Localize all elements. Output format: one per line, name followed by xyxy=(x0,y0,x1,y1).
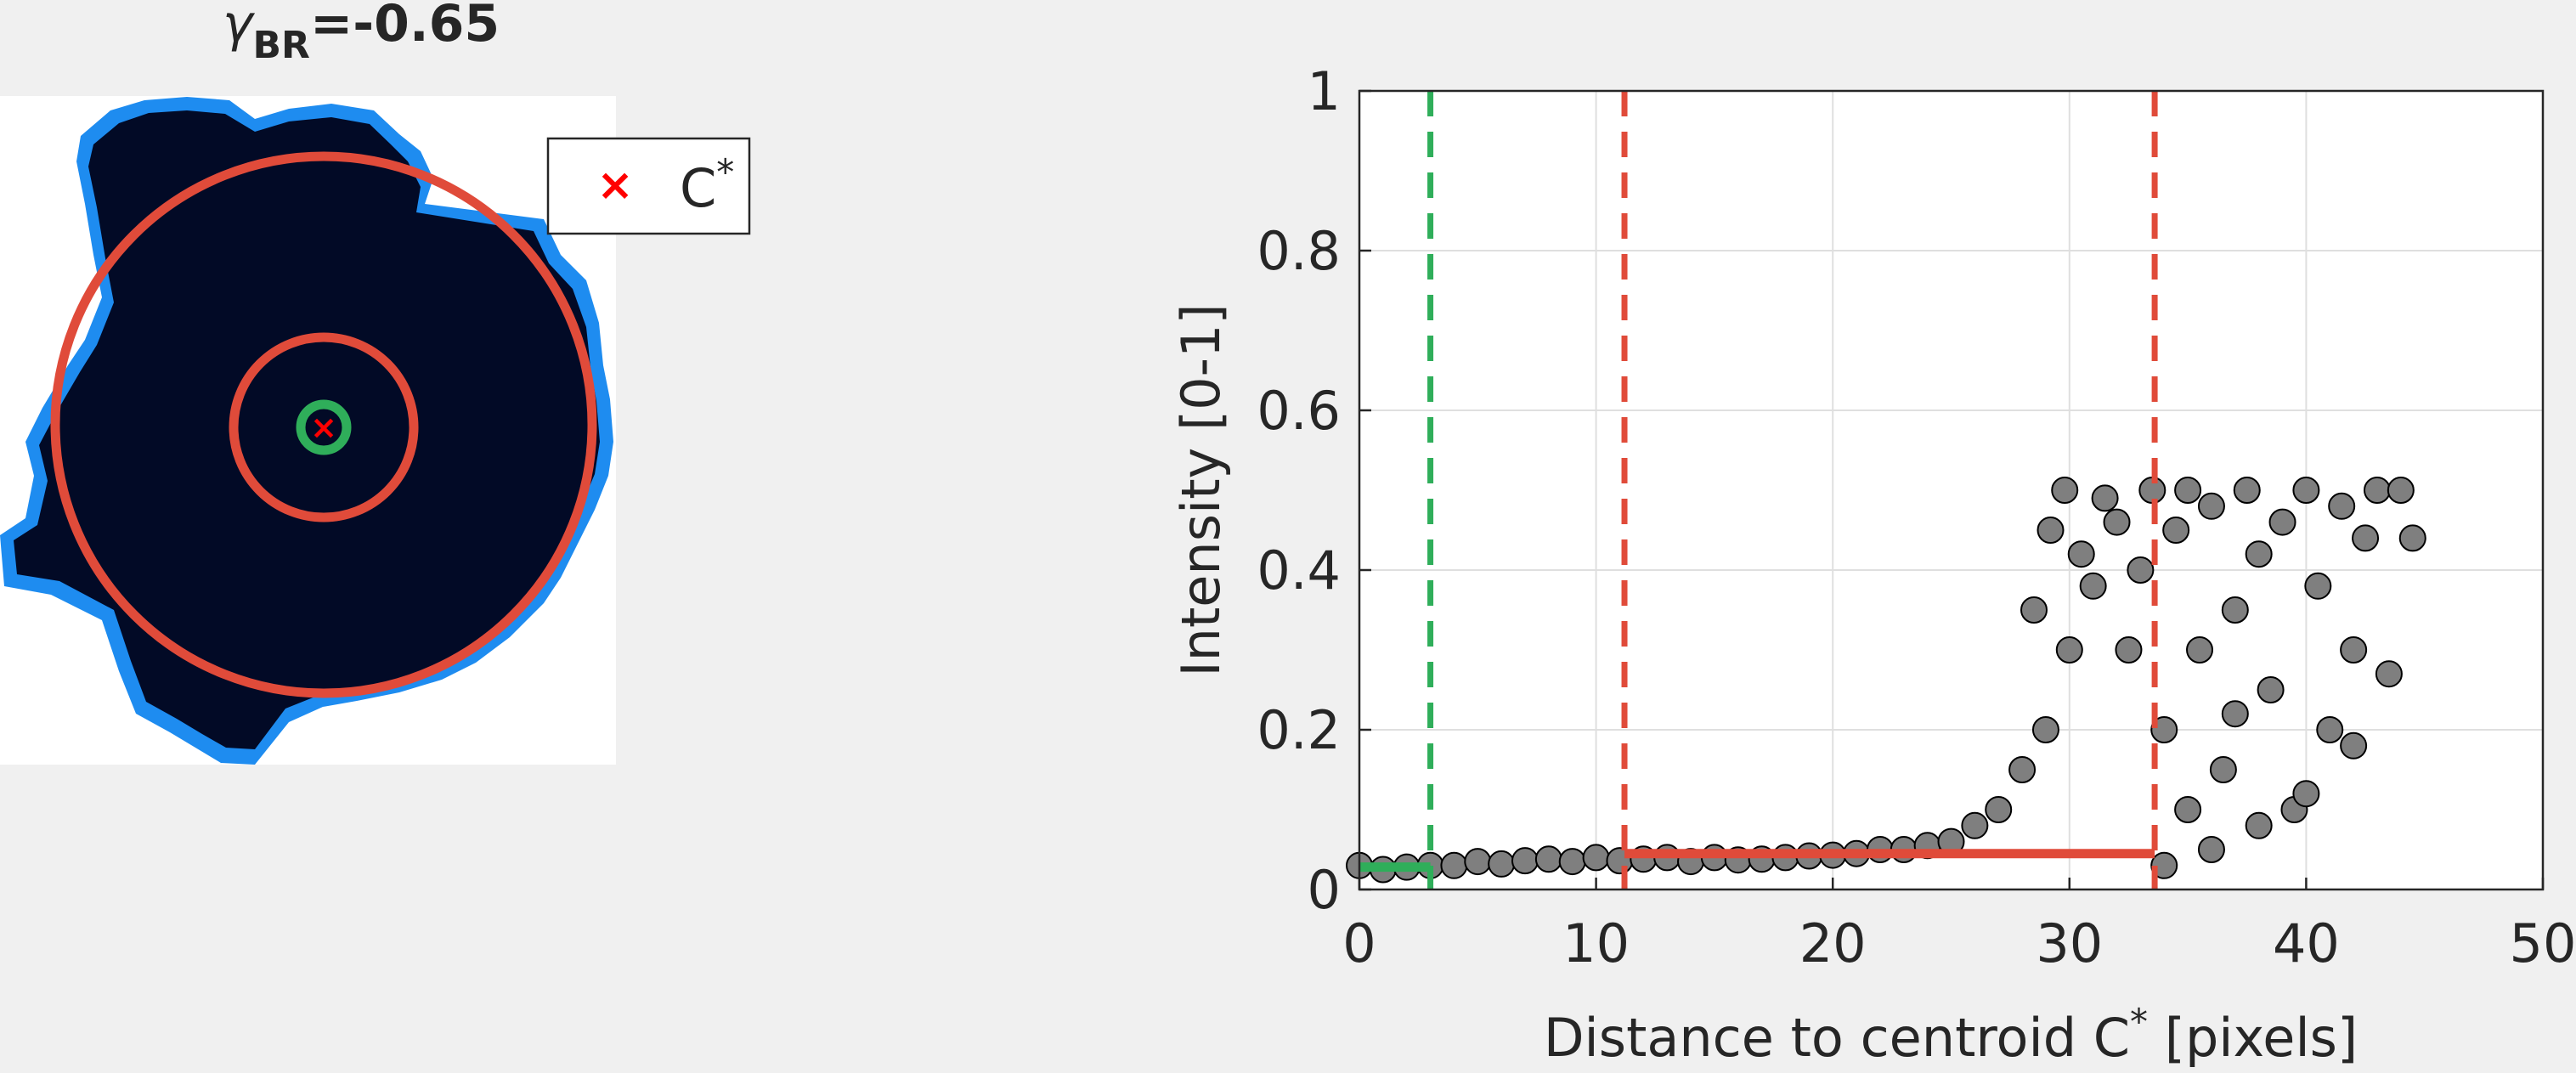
data-point xyxy=(2257,676,2285,703)
scatter-chart: 0 10 20 30 40 50 0 0.2 0.4 0.6 0.8 1 Distance to ce… xyxy=(1170,60,2576,1069)
data-point xyxy=(2245,811,2273,839)
inner-ring xyxy=(296,399,352,455)
x-tick-label: 0 xyxy=(1342,912,1376,974)
data-point xyxy=(2363,477,2391,504)
left-title: γBR=-0.65 xyxy=(223,0,500,67)
data-point xyxy=(2067,540,2095,568)
title-gamma: γ xyxy=(223,0,256,54)
data-point xyxy=(2375,660,2403,688)
data-point xyxy=(1511,847,1539,875)
cell-body xyxy=(14,110,600,749)
data-point xyxy=(2037,517,2065,544)
y-tick-label: 0.6 xyxy=(1257,380,1341,442)
data-point xyxy=(1985,796,2013,823)
x-tick-label: 50 xyxy=(2510,912,2576,974)
x-tick-label: 40 xyxy=(2273,912,2340,974)
y-tick-label: 0.8 xyxy=(1257,220,1341,282)
y-tick-label: 0.2 xyxy=(1257,699,1341,761)
data-point xyxy=(2127,556,2155,584)
x-axis-label: Distance to centroid C* [pixels] xyxy=(1544,1001,2358,1069)
data-point xyxy=(2340,731,2368,760)
data-point xyxy=(2233,477,2261,504)
data-point xyxy=(2008,756,2037,783)
data-point xyxy=(2091,484,2119,512)
outer-ring xyxy=(50,151,597,698)
ticks: 0 10 20 30 40 50 0 0.2 0.4 0.6 0.8 1 xyxy=(1257,60,2576,974)
data-point xyxy=(2387,477,2415,504)
data-point xyxy=(2352,524,2380,552)
data-point xyxy=(1534,845,1562,873)
data-point xyxy=(2292,477,2320,504)
data-point xyxy=(2051,477,2079,504)
data-point xyxy=(2245,540,2273,568)
y-axis-label: Intensity [0-1] xyxy=(1170,303,1232,676)
data-point xyxy=(2174,796,2202,823)
data-point xyxy=(2079,572,2107,600)
x-tick-label: 20 xyxy=(1799,912,1867,974)
data-point xyxy=(1488,850,1516,878)
data-point xyxy=(2398,524,2426,552)
data-point xyxy=(2115,636,2143,664)
legend-label-sup: * xyxy=(716,151,734,193)
data-point xyxy=(2316,716,2344,743)
data-point xyxy=(2174,477,2202,504)
cell-image-panel: γBR=-0.65 × xyxy=(0,0,616,765)
data-point xyxy=(1464,848,1492,876)
data-point xyxy=(2197,836,2225,863)
title-value: =-0.65 xyxy=(310,0,500,54)
data-point xyxy=(2268,508,2296,536)
legend: × C* xyxy=(546,137,751,235)
data-point xyxy=(2221,596,2249,624)
data-point xyxy=(2162,517,2190,544)
centroid-marker: × xyxy=(310,409,337,446)
data-point xyxy=(2340,636,2368,664)
data-point xyxy=(2221,700,2249,728)
reference-lines xyxy=(1359,91,2158,889)
data-point xyxy=(2304,572,2332,600)
data-point xyxy=(2103,508,2131,536)
title-subscript: BR xyxy=(253,24,310,67)
plot-frame xyxy=(1358,89,2545,891)
data-point xyxy=(2150,716,2178,743)
y-tick-label: 0.4 xyxy=(1257,539,1341,601)
x-axis-label-sup: * xyxy=(2130,1001,2148,1042)
data-point xyxy=(2055,636,2083,664)
data-point xyxy=(1440,851,1468,879)
legend-label: C* xyxy=(680,151,734,219)
data-point xyxy=(1558,848,1586,876)
y-tick-label: 0 xyxy=(1308,859,1341,921)
legend-label-main: C xyxy=(680,157,716,219)
data-point xyxy=(1961,811,1989,839)
data-point xyxy=(2292,780,2320,808)
legend-box xyxy=(546,137,751,235)
legend-marker: × xyxy=(596,160,634,211)
x-axis-label-suffix: [pixels] xyxy=(2148,1007,2358,1069)
data-point xyxy=(2197,492,2225,520)
data-point xyxy=(2031,716,2059,743)
x-axis-label-main: Distance to centroid C xyxy=(1544,1007,2130,1069)
data-point xyxy=(2186,636,2214,664)
gridlines xyxy=(1359,91,2543,889)
middle-ring xyxy=(229,332,419,522)
data-point xyxy=(2020,596,2048,624)
y-tick-label: 1 xyxy=(1308,60,1341,122)
data-point xyxy=(2150,851,2178,879)
data-point xyxy=(1582,844,1610,872)
data-point xyxy=(2328,492,2356,520)
x-tick-label: 10 xyxy=(1562,912,1630,974)
x-tick-label: 30 xyxy=(2036,912,2103,974)
data-point xyxy=(2209,756,2237,783)
